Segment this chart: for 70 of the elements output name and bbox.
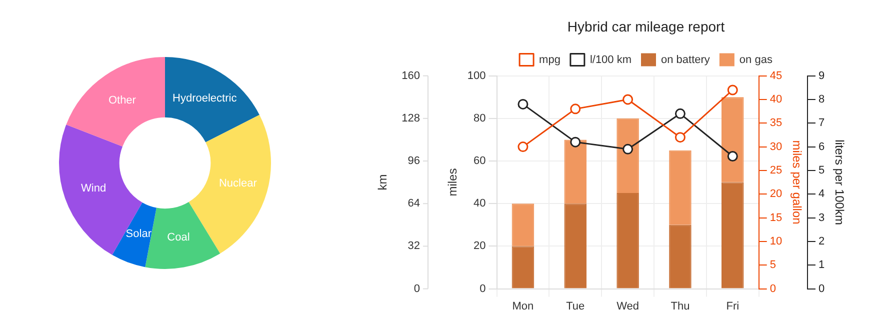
point [674, 132, 686, 143]
y-tick-label: 20 [474, 240, 486, 252]
y2-tick-label: 20 [770, 188, 782, 200]
bar [616, 192, 639, 288]
y3-tick-label: 3 [818, 212, 825, 224]
text: 128 [402, 112, 420, 124]
y2-tick-label: 30 [770, 140, 782, 153]
point [622, 94, 634, 105]
y2-tick-label: 35 [770, 117, 782, 130]
y2-tick-label: 25 [770, 164, 782, 176]
slice-label: Other [108, 94, 136, 106]
y2-tick-label: 10 [770, 236, 782, 248]
bar [722, 97, 744, 182]
legend-label: l/100 km [590, 54, 632, 66]
y2-tick-label: 15 [770, 212, 782, 224]
y2-tick-label: 45 [770, 70, 782, 82]
point [727, 84, 738, 96]
point [518, 142, 528, 152]
text: 96 [408, 155, 420, 168]
bar [669, 150, 692, 225]
x-tick-label: Thu [670, 300, 690, 312]
y3-tick-label: 7 [818, 117, 825, 130]
slice-label: Hydroelectric [172, 92, 238, 104]
bar [616, 118, 639, 193]
y3-tick-label: 0 [818, 282, 825, 295]
text: 64 [408, 198, 420, 210]
slice-label: Solar [126, 228, 152, 240]
text: 32 [408, 240, 420, 252]
x-tick-label: Tue [566, 300, 585, 312]
point [518, 98, 528, 110]
y3-tick-label: 4 [818, 188, 825, 200]
chart-title: Hybrid car mileage report [567, 18, 725, 34]
y3-axis-title: liters per 100km [832, 140, 846, 225]
text: km [375, 174, 390, 190]
bar [669, 224, 692, 288]
bar [722, 182, 744, 288]
y3-tick-label: 1 [818, 259, 825, 272]
legend-label: on gas [739, 54, 773, 66]
y-tick-label: 100 [467, 70, 486, 82]
y2-tick-label: 5 [770, 259, 776, 272]
legend-label: mpg [539, 54, 560, 66]
y-tick-label: 40 [474, 198, 486, 210]
point [622, 144, 634, 154]
point [727, 151, 738, 162]
y3-tick-label: 6 [818, 140, 825, 153]
x-tick-label: Mon [512, 300, 534, 312]
legend-label: on battery [661, 54, 710, 66]
y-tick-label: 80 [474, 112, 486, 124]
point [674, 108, 686, 119]
y2-axis-title: miles per gallon [790, 140, 804, 224]
point [570, 104, 581, 114]
slice-label: Coal [167, 232, 190, 244]
point [570, 136, 581, 148]
text: 160 [402, 70, 420, 82]
y2-tick-label: 40 [770, 94, 782, 106]
bar [564, 140, 587, 204]
y3-tick-label: 8 [818, 94, 825, 106]
y-tick-label: 60 [474, 155, 486, 168]
y3-tick-label: 9 [818, 70, 825, 82]
slice-label: Wind [81, 182, 106, 194]
y3-tick-label: 5 [818, 164, 825, 176]
bar [564, 204, 587, 288]
x-tick-label: Fri [726, 300, 740, 312]
text: 0 [414, 282, 420, 295]
y2-tick-label: 0 [770, 282, 776, 295]
y-axis-title: miles [446, 168, 460, 196]
y-tick-label: 0 [480, 282, 486, 295]
x-tick-label: Wed [616, 300, 640, 312]
slice-label: Nuclear [218, 178, 258, 190]
y3-tick-label: 2 [818, 236, 825, 248]
